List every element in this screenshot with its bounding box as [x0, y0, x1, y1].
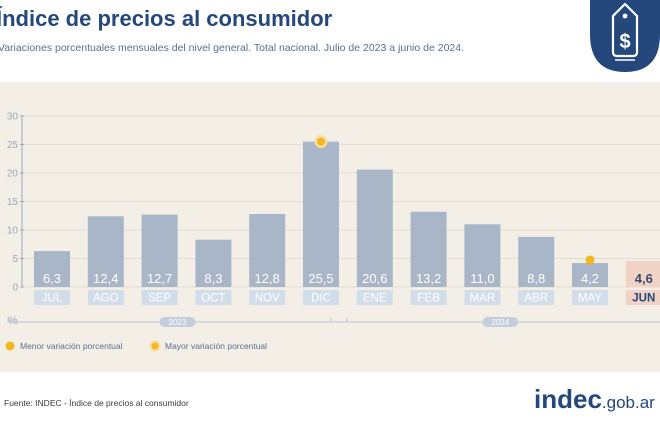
data-label: 4,6: [635, 271, 653, 286]
bar: [356, 169, 393, 287]
price-tag-logo-icon: $: [590, 0, 660, 72]
bar: [464, 224, 501, 287]
bar: [410, 211, 447, 287]
y-tick-label: 15: [7, 197, 19, 208]
gridlines: 0 5 10 15 20 25 30%: [7, 112, 660, 327]
category-label-bg: [87, 290, 124, 305]
category-label: SEP: [148, 293, 171, 305]
category-label-bg: [625, 290, 660, 305]
category-label: AGO: [93, 293, 119, 305]
category-label-bg: [249, 290, 286, 305]
source-note: Fuente: INDEC - Índice de precios al con…: [4, 398, 189, 408]
data-label: 12,8: [255, 271, 280, 286]
brand-logo[interactable]: indec.gob.ar: [534, 384, 655, 415]
category-label-bg: [464, 290, 501, 305]
bar: [34, 251, 70, 287]
data-label: 8,8: [527, 271, 545, 286]
category-label: NOV: [255, 293, 280, 305]
bar: [572, 263, 608, 287]
data-label: 11,0: [470, 271, 494, 286]
category-label-bg: [572, 290, 608, 305]
data-label: 8,3: [204, 271, 222, 286]
min-marker: [585, 255, 595, 265]
data-label: 12,4: [93, 271, 118, 286]
category-label-bg: [356, 290, 393, 305]
y-tick-label: 5: [12, 254, 18, 265]
bar: [141, 214, 178, 287]
brand-main: indec: [534, 384, 602, 414]
category-label-bg: [303, 290, 339, 305]
category-label: FEB: [417, 293, 440, 305]
year-pill: [482, 317, 519, 327]
y-unit-label: %: [8, 315, 18, 327]
category-label: MAY: [578, 293, 602, 305]
category-label: DIC: [311, 293, 331, 305]
bar: [87, 216, 124, 287]
max-marker: [317, 137, 325, 146]
data-label: 25,5: [308, 271, 333, 286]
data-label: 6,3: [43, 271, 61, 286]
bar: [195, 239, 232, 287]
category-label-bg: [141, 290, 178, 305]
bar: [518, 236, 555, 287]
bar-chart: 0 5 10 15 20 25 30% 6,3 JUL 12,4 AGO 12,7 SEP 8,3 OCT…: [5, 112, 660, 352]
chart-title: Índice de precios al consumidor: [0, 6, 333, 31]
y-tick-label: 0: [12, 283, 18, 294]
y-tick-label: 20: [7, 169, 19, 180]
bar: [249, 214, 286, 287]
category-label: ENE: [363, 293, 387, 305]
category-label: OCT: [201, 293, 225, 305]
y-tick-label: 25: [7, 140, 19, 151]
category-label: MAR: [470, 293, 496, 305]
chart-subtitle: Variaciones porcentuales mensuales del n…: [0, 42, 465, 54]
category-label-bg: [34, 290, 70, 305]
category-label: ABR: [524, 293, 548, 305]
year-pill: [159, 317, 196, 327]
data-label: 12,7: [147, 271, 172, 286]
category-label-bg: [518, 290, 555, 305]
bar: [625, 260, 660, 287]
svg-text:$: $: [619, 31, 630, 53]
category-label: JUL: [42, 293, 63, 305]
year-label: 2024: [491, 318, 509, 327]
legend-label: Menor variación porcentual: [20, 341, 123, 351]
bars: 6,3 JUL 12,4 AGO 12,7 SEP 8,3 OCT 12,8 NOV 25,5 DIC…: [34, 141, 660, 305]
y-tick-label: 10: [7, 226, 19, 237]
legend-label: Mayor variación porcentual: [165, 341, 267, 351]
category-label-bg: [410, 290, 447, 305]
category-label: JUN: [632, 293, 655, 305]
legend-min-swatch: [5, 341, 15, 351]
year-label: 2023: [169, 318, 187, 327]
data-label: 4,2: [581, 271, 599, 286]
y-tick-label: 30: [7, 112, 19, 123]
bar: [303, 141, 339, 287]
legend-max-swatch: [151, 342, 159, 350]
data-label: 13,2: [416, 271, 441, 286]
data-label: 20,6: [362, 271, 387, 286]
category-label-bg: [195, 290, 232, 305]
overlay: 2023 2024 Menor variación porcentual Mayor …: [5, 135, 660, 352]
brand-suffix: .gob.ar: [601, 393, 655, 412]
